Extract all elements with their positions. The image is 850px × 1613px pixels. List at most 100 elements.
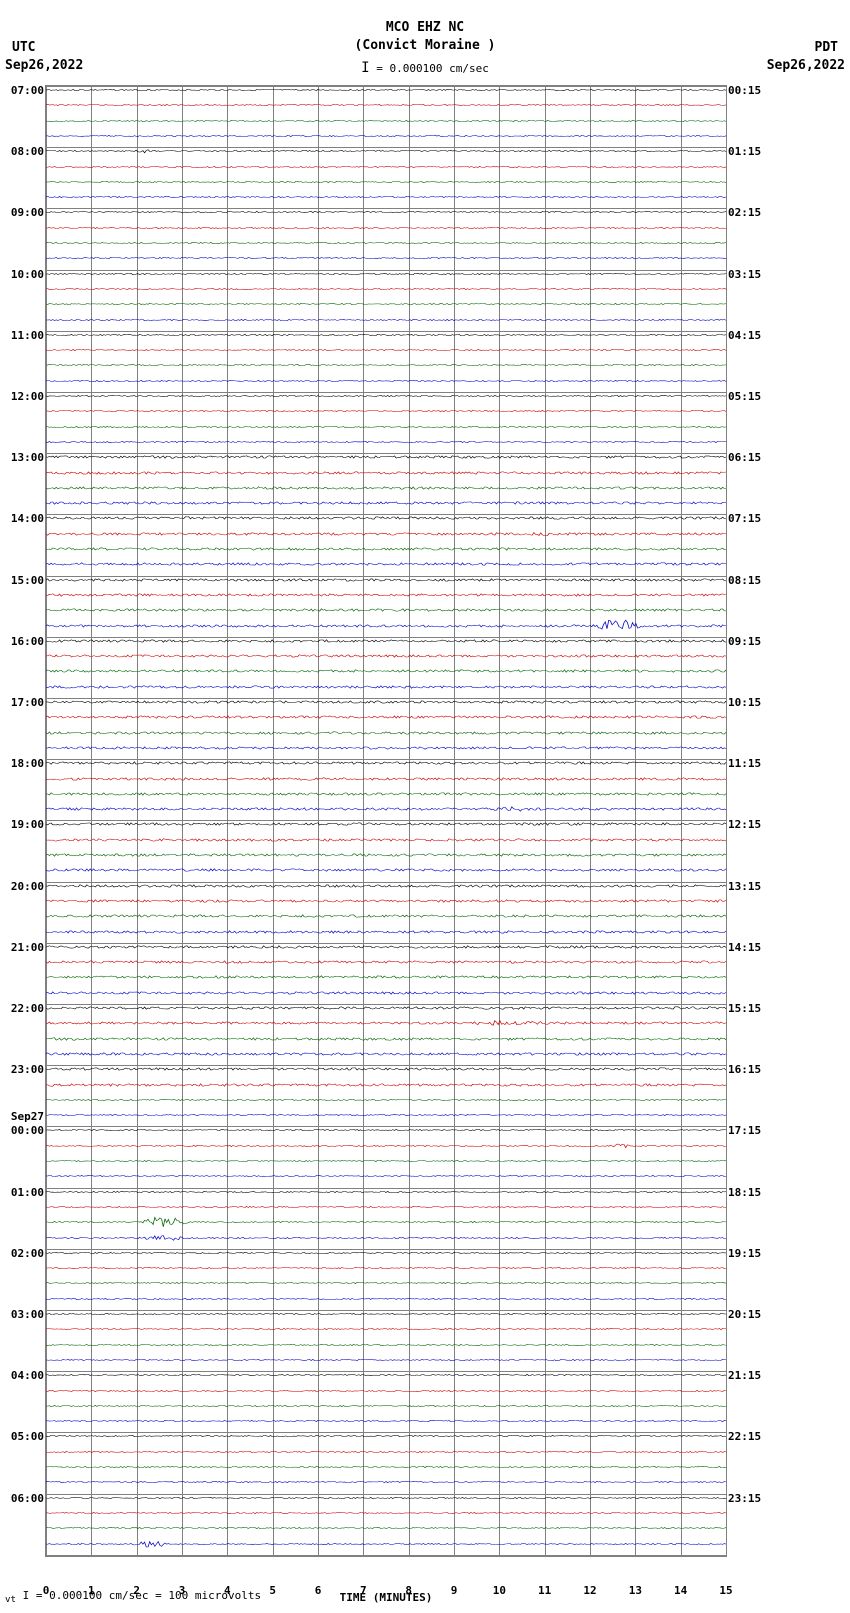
utc-time-label: 16:00: [2, 635, 44, 648]
seismic-trace: [46, 480, 726, 496]
seismic-trace: [46, 924, 726, 940]
seismic-trace: [46, 602, 726, 618]
pdt-time-label: 22:15: [728, 1430, 770, 1443]
timezone-left-label: UTC: [12, 40, 35, 55]
utc-time-label: 00:00: [2, 1124, 44, 1137]
utc-time-label: 06:00: [2, 1492, 44, 1505]
pdt-time-label: 23:15: [728, 1492, 770, 1505]
utc-time-label: 08:00: [2, 145, 44, 158]
utc-time-label: 13:00: [2, 451, 44, 464]
time-row: 03:15: [46, 274, 726, 289]
seismic-trace: [46, 985, 726, 1001]
time-row: 18:15: [46, 1192, 726, 1207]
utc-time-label: 23:00: [2, 1063, 44, 1076]
seismic-trace: [46, 862, 726, 878]
utc-time-label: 07:00: [2, 84, 44, 97]
utc-time-label: 09:00: [2, 206, 44, 219]
pdt-time-label: 14:15: [728, 941, 770, 954]
time-row: 15:15: [46, 1008, 726, 1023]
time-row: 02:15: [46, 212, 726, 227]
utc-time-label: 05:00: [2, 1430, 44, 1443]
pdt-time-label: 11:15: [728, 757, 770, 770]
time-row: 13:15: [46, 886, 726, 901]
seismic-trace: [46, 113, 726, 129]
location-subtitle: (Convict Moraine ): [0, 38, 850, 53]
time-row: 04:15: [46, 335, 726, 350]
pdt-time-label: 05:15: [728, 390, 770, 403]
seismic-trace: [46, 174, 726, 190]
seismic-trace: [46, 1337, 726, 1353]
pdt-time-label: 17:15: [728, 1124, 770, 1137]
seismic-trace: [46, 1291, 726, 1307]
utc-time-label: 21:00: [2, 941, 44, 954]
scale-indicator: I = 0.000100 cm/sec: [0, 60, 850, 76]
date-left-label: Sep26,2022: [5, 58, 83, 73]
pdt-time-label: 01:15: [728, 145, 770, 158]
time-row: 21:15: [46, 1375, 726, 1390]
seismic-trace: [46, 618, 726, 634]
pdt-time-label: 04:15: [728, 329, 770, 342]
helicorder-plot: 0123456789101112131415 TIME (MINUTES) 07…: [45, 85, 727, 1557]
pdt-time-label: 00:15: [728, 84, 770, 97]
grid-horizontal: [46, 1555, 726, 1556]
seismic-trace: [46, 1153, 726, 1169]
seismic-trace: [46, 357, 726, 373]
seismic-trace: [46, 296, 726, 312]
seismic-trace: [46, 1352, 726, 1368]
seismic-trace: [46, 419, 726, 435]
date-right-label: Sep26,2022: [767, 58, 845, 73]
time-row: 09:15: [46, 641, 726, 656]
seismic-trace: [46, 1214, 726, 1230]
pdt-time-label: 09:15: [728, 635, 770, 648]
seismic-trace: [46, 1398, 726, 1414]
time-row: 01:15: [46, 151, 726, 166]
seismic-trace: [46, 189, 726, 205]
utc-time-label: 03:00: [2, 1308, 44, 1321]
seismic-trace: [46, 1168, 726, 1184]
seismic-trace: [46, 847, 726, 863]
pdt-time-label: 02:15: [728, 206, 770, 219]
utc-time-label: 10:00: [2, 268, 44, 281]
utc-time-label: 22:00: [2, 1002, 44, 1015]
time-row: 08:15: [46, 580, 726, 595]
utc-time-label: 11:00: [2, 329, 44, 342]
seismic-trace: [46, 556, 726, 572]
pdt-time-label: 21:15: [728, 1369, 770, 1382]
pdt-time-label: 10:15: [728, 696, 770, 709]
time-row: 20:15: [46, 1314, 726, 1329]
utc-time-label: 01:00: [2, 1186, 44, 1199]
station-title: MCO EHZ NC: [0, 20, 850, 35]
utc-time-label: 04:00: [2, 1369, 44, 1382]
utc-time-label: 14:00: [2, 512, 44, 525]
date-marker: Sep27: [2, 1110, 44, 1123]
grid-vertical: [726, 86, 727, 1556]
pdt-time-label: 07:15: [728, 512, 770, 525]
time-row: 23:15: [46, 1498, 726, 1513]
time-row: 19:15: [46, 1253, 726, 1268]
seismic-trace: [46, 663, 726, 679]
seismic-trace: [46, 740, 726, 756]
pdt-time-label: 06:15: [728, 451, 770, 464]
seismic-trace: [46, 1092, 726, 1108]
seismic-trace: [46, 1536, 726, 1552]
time-row: 06:15: [46, 457, 726, 472]
seismic-trace: [46, 373, 726, 389]
seismic-trace: [46, 1520, 726, 1536]
utc-time-label: 15:00: [2, 574, 44, 587]
seismic-trace: [46, 1031, 726, 1047]
pdt-time-label: 16:15: [728, 1063, 770, 1076]
footer-scale-text: vt I = 0.000100 cm/sec = 100 microvolts: [5, 1589, 261, 1605]
seismic-trace: [46, 1230, 726, 1246]
pdt-time-label: 19:15: [728, 1247, 770, 1260]
pdt-time-label: 15:15: [728, 1002, 770, 1015]
pdt-time-label: 13:15: [728, 880, 770, 893]
time-row: 22:15: [46, 1436, 726, 1451]
time-row: 10:15: [46, 702, 726, 717]
seismic-trace: [46, 128, 726, 144]
pdt-time-label: 20:15: [728, 1308, 770, 1321]
seismic-trace: [46, 1413, 726, 1429]
pdt-time-label: 18:15: [728, 1186, 770, 1199]
seismic-trace: [46, 495, 726, 511]
seismic-trace: [46, 679, 726, 695]
seismic-trace: [46, 1107, 726, 1123]
